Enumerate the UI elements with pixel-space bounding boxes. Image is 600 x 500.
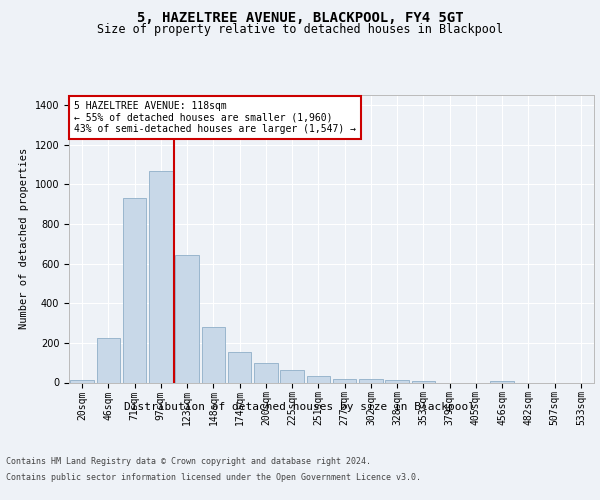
Bar [70, 380, 94, 382]
Bar [202, 327, 225, 382]
Bar [228, 352, 251, 382]
Bar [412, 380, 435, 382]
Text: Contains public sector information licensed under the Open Government Licence v3: Contains public sector information licen… [6, 472, 421, 482]
Bar [359, 378, 383, 382]
Bar [149, 172, 173, 382]
Bar [280, 370, 304, 382]
Bar [333, 378, 356, 382]
Bar [490, 380, 514, 382]
Bar [123, 198, 146, 382]
Text: Distribution of detached houses by size in Blackpool: Distribution of detached houses by size … [125, 402, 476, 412]
Y-axis label: Number of detached properties: Number of detached properties [19, 148, 29, 330]
Bar [175, 254, 199, 382]
Text: 5, HAZELTREE AVENUE, BLACKPOOL, FY4 5GT: 5, HAZELTREE AVENUE, BLACKPOOL, FY4 5GT [137, 11, 463, 25]
Bar [254, 362, 278, 382]
Text: Contains HM Land Registry data © Crown copyright and database right 2024.: Contains HM Land Registry data © Crown c… [6, 458, 371, 466]
Bar [97, 338, 120, 382]
Text: 5 HAZELTREE AVENUE: 118sqm
← 55% of detached houses are smaller (1,960)
43% of s: 5 HAZELTREE AVENUE: 118sqm ← 55% of deta… [74, 101, 356, 134]
Text: Size of property relative to detached houses in Blackpool: Size of property relative to detached ho… [97, 22, 503, 36]
Bar [385, 380, 409, 382]
Bar [307, 376, 330, 382]
